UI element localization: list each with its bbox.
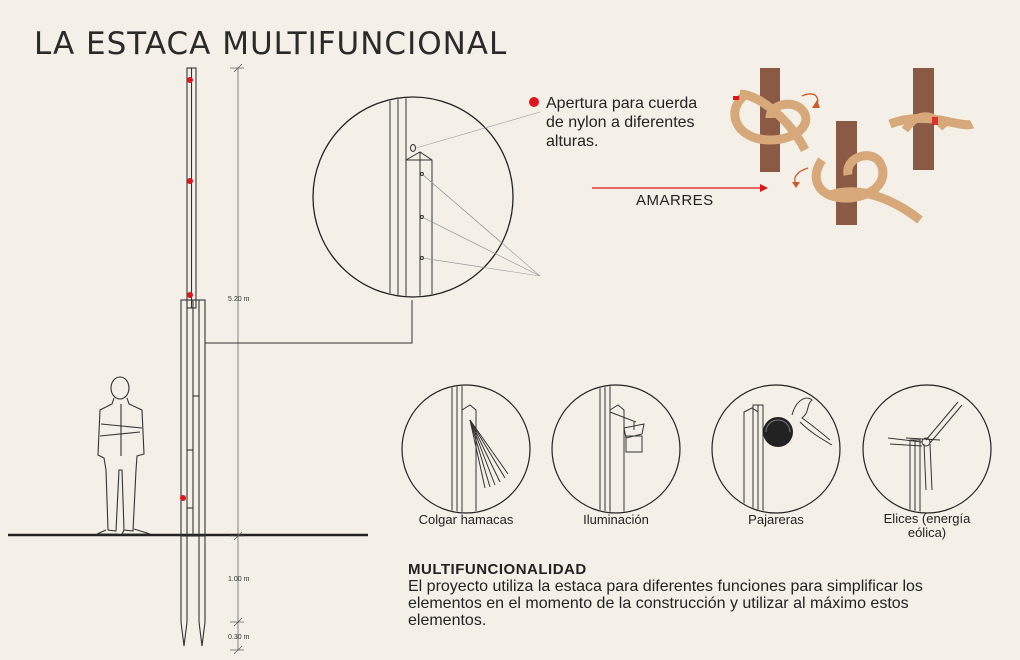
amarres-label: AMARRES <box>636 192 714 209</box>
callout-apertura: Apertura para cuerda de nylon a diferent… <box>546 95 698 150</box>
knot-illustration-1 <box>730 68 820 172</box>
aperture-dot <box>187 178 193 184</box>
detail-leader <box>205 300 413 344</box>
detail-circle <box>312 96 541 298</box>
amarres-arrow <box>592 184 768 192</box>
function-icon-iluminacion <box>551 384 681 514</box>
aperture-dots <box>180 77 193 501</box>
function-label-iluminacion: Iluminación <box>583 512 649 527</box>
callout-bullet <box>529 97 539 107</box>
dimension-buried-label: 1.00 m <box>228 576 250 583</box>
page-title: LA ESTACA MULTIFUNCIONAL <box>34 26 508 62</box>
aperture-dot <box>180 495 186 501</box>
knot-illustration-3 <box>888 68 975 170</box>
function-label-hamacas: Colgar hamacas <box>418 512 514 527</box>
dimension-tip-label: 0.30 m <box>228 634 250 641</box>
knot-illustration-2 <box>792 121 923 225</box>
function-label-elices: Elices (energía eólica) <box>883 511 971 540</box>
function-icon-hamacas <box>401 384 531 514</box>
multifuncionalidad-heading: MULTIFUNCIONALIDAD <box>408 561 587 578</box>
aperture-dot <box>187 292 193 298</box>
aperture-dot <box>187 77 193 83</box>
person-figure <box>96 376 151 535</box>
multifuncionalidad-body: El proyecto utiliza la estaca para difer… <box>408 578 923 629</box>
function-icon-elices <box>862 384 992 514</box>
dimension-lines <box>230 63 244 655</box>
function-label-pajareras: Pajareras <box>748 512 804 527</box>
function-icon-pajareras <box>711 384 841 514</box>
stake-pole <box>180 67 206 647</box>
dimension-total-label: 5.20 m <box>228 296 250 303</box>
